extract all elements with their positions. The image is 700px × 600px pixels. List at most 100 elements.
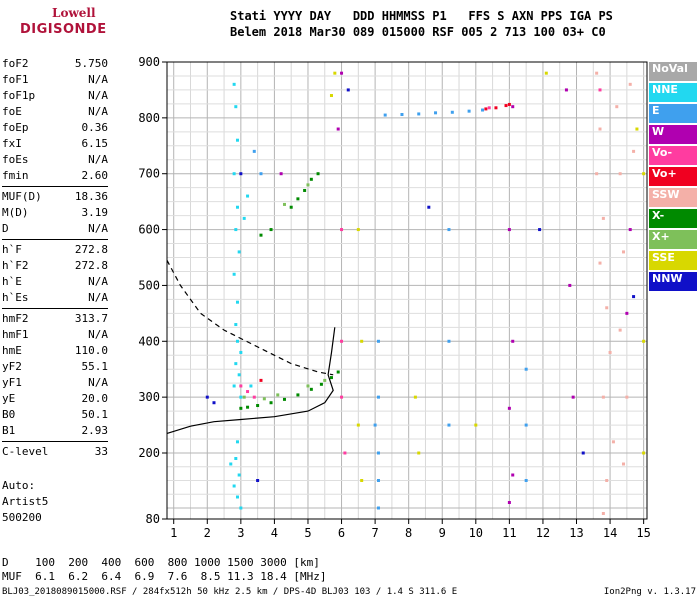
param-row: yF2 55.1 (2, 359, 108, 375)
data-point (296, 393, 300, 397)
data-point (447, 423, 451, 427)
param-value: 20.0 (81, 392, 109, 405)
data-point (511, 339, 515, 343)
param-separator (2, 239, 108, 240)
data-point (232, 272, 236, 276)
param-row: foEp 0.36 (2, 120, 108, 136)
data-point (376, 479, 380, 482)
data-point (340, 339, 344, 343)
data-point (333, 71, 337, 75)
legend-entry: E (649, 104, 697, 123)
data-point (622, 250, 626, 254)
data-point (511, 473, 515, 477)
param-value: 110.0 (74, 344, 108, 357)
data-point (622, 462, 626, 466)
x-tick-label: 9 (439, 526, 446, 540)
data-point (232, 384, 236, 388)
param-value: 33 (94, 445, 108, 458)
data-point (417, 451, 421, 455)
param-row: h`F 272.8 (2, 242, 108, 258)
x-tick-label: 3 (237, 526, 244, 540)
data-point (356, 228, 360, 232)
legend-entry: SSE (649, 251, 697, 270)
data-point (319, 382, 323, 386)
data-point (259, 378, 263, 382)
legend-entry: Vo+ (649, 167, 697, 186)
data-point (601, 512, 605, 515)
x-tick-label: 11 (502, 526, 516, 540)
data-point (625, 311, 629, 315)
data-point (601, 216, 605, 220)
data-point (259, 233, 263, 237)
data-point (595, 172, 599, 176)
data-point (262, 397, 266, 401)
data-point (632, 149, 636, 153)
data-point (296, 197, 300, 201)
data-point (598, 261, 602, 265)
station-header: Stati YYYY DAY DDD HHMMSS P1 FFS S AXN P… (230, 8, 613, 40)
x-tick-label: 12 (536, 526, 550, 540)
footer-version: Ion2Png v. 1.3.17 (603, 587, 696, 597)
param-row: h`F2 272.8 (2, 258, 108, 274)
data-point (239, 172, 243, 176)
data-point (256, 479, 260, 482)
data-point (642, 339, 646, 343)
param-name: C-level (2, 445, 49, 458)
data-point (239, 384, 243, 388)
y-tick-label: 700 (138, 167, 160, 181)
dashed-curve (166, 260, 334, 376)
param-name: foEs (2, 153, 29, 166)
y-tick-label: 800 (138, 111, 160, 125)
data-point (618, 172, 622, 176)
param-separator (2, 441, 108, 442)
param-value: N/A (88, 222, 108, 235)
data-point (538, 228, 542, 232)
legend-entry: X+ (649, 230, 697, 249)
param-name: hmE (2, 344, 22, 357)
param-value: N/A (88, 105, 108, 118)
param-row: foF1 N/A (2, 72, 108, 88)
data-point (323, 378, 327, 382)
data-point (487, 106, 491, 110)
x-tick-label: 1 (170, 526, 177, 540)
data-point (269, 228, 273, 232)
param-value: 313.7 (74, 312, 108, 325)
data-point (252, 395, 256, 399)
param-value: 0.36 (81, 121, 109, 134)
data-point (336, 127, 340, 131)
param-name: B0 (2, 408, 16, 421)
param-name: fxI (2, 137, 22, 150)
data-point (282, 202, 286, 206)
data-point (608, 350, 612, 354)
param-row: B1 2.93 (2, 423, 108, 439)
data-point (632, 295, 636, 299)
muf-distance-table: D 100 200 400 600 800 1000 1500 3000 [km… (2, 556, 327, 584)
data-point (256, 404, 260, 408)
data-point (340, 228, 344, 232)
param-value: 2.60 (81, 169, 109, 182)
data-point (237, 473, 241, 477)
param-value: 5.750 (74, 57, 108, 70)
param-row: hmE 110.0 (2, 343, 108, 359)
y-tick-label: 900 (138, 55, 160, 69)
data-point (507, 102, 511, 106)
param-value: N/A (88, 153, 108, 166)
data-point (427, 205, 431, 209)
param-name: B1 (2, 424, 16, 437)
data-point (601, 395, 605, 399)
data-point (598, 88, 602, 92)
data-point (605, 306, 609, 310)
footer: BLJ03_2018089015000.RSF / 284fx512h 50 k… (2, 587, 698, 597)
data-point (289, 205, 293, 209)
param-name: foEp (2, 121, 29, 134)
x-tick-label: 4 (271, 526, 278, 540)
data-point (417, 112, 421, 116)
data-point (336, 370, 340, 374)
param-row: fmin 2.60 (2, 168, 108, 184)
legend-entry: SSW (649, 188, 697, 207)
data-point (447, 339, 451, 343)
x-tick-label: 13 (569, 526, 583, 540)
data-point (306, 384, 310, 388)
data-point (234, 457, 238, 460)
param-row: hmF1 N/A (2, 327, 108, 343)
